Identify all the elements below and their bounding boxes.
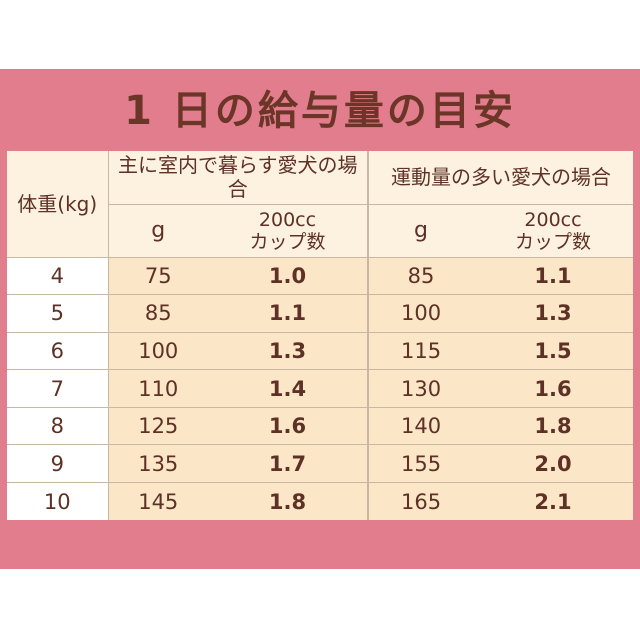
weight-cell: 5 [7, 294, 109, 333]
weight-cell: 10 [7, 482, 109, 521]
table-row: 10 145 1.8 165 2.1 [7, 482, 634, 521]
active-gram-header: g [367, 204, 474, 257]
indoor-cup-cell: 1.1 [208, 294, 369, 333]
cup-header-size: 200cc [258, 208, 317, 231]
active-cup-cell: 1.3 [473, 294, 634, 333]
indoor-gram-cell: 75 [108, 256, 208, 295]
active-cup-cell: 2.1 [473, 482, 634, 521]
active-cup-cell: 1.8 [473, 406, 634, 445]
indoor-cup-cell: 1.8 [208, 482, 369, 521]
cup-header-count: カップ数 [515, 230, 592, 253]
active-cup-cell: 2.0 [473, 444, 634, 483]
indoor-gram-cell: 125 [108, 406, 208, 445]
active-gram-cell: 140 [367, 406, 474, 445]
active-cup-cell: 1.5 [473, 331, 634, 370]
indoor-cup-header: 200cc カップ数 [208, 204, 369, 257]
indoor-cup-cell: 1.3 [208, 331, 369, 370]
cup-header-size: 200cc [524, 208, 582, 231]
active-gram-cell: 100 [367, 294, 474, 333]
weight-cell: 6 [7, 331, 109, 370]
table-row: 4 75 1.0 85 1.1 [7, 256, 634, 295]
indoor-cup-cell: 1.6 [208, 406, 369, 445]
active-cup-cell: 1.6 [473, 369, 634, 408]
table-row: 5 85 1.1 100 1.3 [7, 294, 634, 333]
cup-header-count: カップ数 [249, 230, 326, 253]
indoor-gram-cell: 85 [108, 294, 208, 333]
page-title: 1 日の給与量の目安 [124, 88, 516, 134]
feeding-amount-table: 体重(kg) 主に室内で暮らす愛犬の場合 運動量の多い愛犬の場合 g 200cc… [7, 151, 634, 521]
table-row: 8 125 1.6 140 1.8 [7, 406, 634, 445]
active-cup-cell: 1.1 [473, 256, 634, 295]
active-gram-cell: 155 [367, 444, 474, 483]
table-row: 6 100 1.3 115 1.5 [7, 331, 634, 370]
indoor-cup-cell: 1.7 [208, 444, 369, 483]
weight-cell: 4 [7, 256, 109, 295]
indoor-gram-cell: 110 [108, 369, 208, 408]
indoor-gram-cell: 135 [108, 444, 208, 483]
weight-cell: 9 [7, 444, 109, 483]
weight-column-header: 体重(kg) [7, 151, 109, 257]
indoor-gram-header: g [108, 204, 208, 257]
active-dog-header: 運動量の多い愛犬の場合 [367, 151, 634, 205]
table-row: 9 135 1.7 155 2.0 [7, 444, 634, 483]
active-gram-cell: 130 [367, 369, 474, 408]
weight-cell: 7 [7, 369, 109, 408]
active-gram-cell: 115 [367, 331, 474, 370]
active-gram-cell: 165 [367, 482, 474, 521]
table-row: 7 110 1.4 130 1.6 [7, 369, 634, 408]
indoor-cup-cell: 1.4 [208, 369, 369, 408]
indoor-gram-cell: 100 [108, 331, 208, 370]
indoor-cup-cell: 1.0 [208, 256, 369, 295]
indoor-gram-cell: 145 [108, 482, 208, 521]
indoor-dog-header: 主に室内で暮らす愛犬の場合 [108, 151, 369, 205]
active-gram-cell: 85 [367, 256, 474, 295]
weight-cell: 8 [7, 406, 109, 445]
active-cup-header: 200cc カップ数 [473, 204, 634, 257]
